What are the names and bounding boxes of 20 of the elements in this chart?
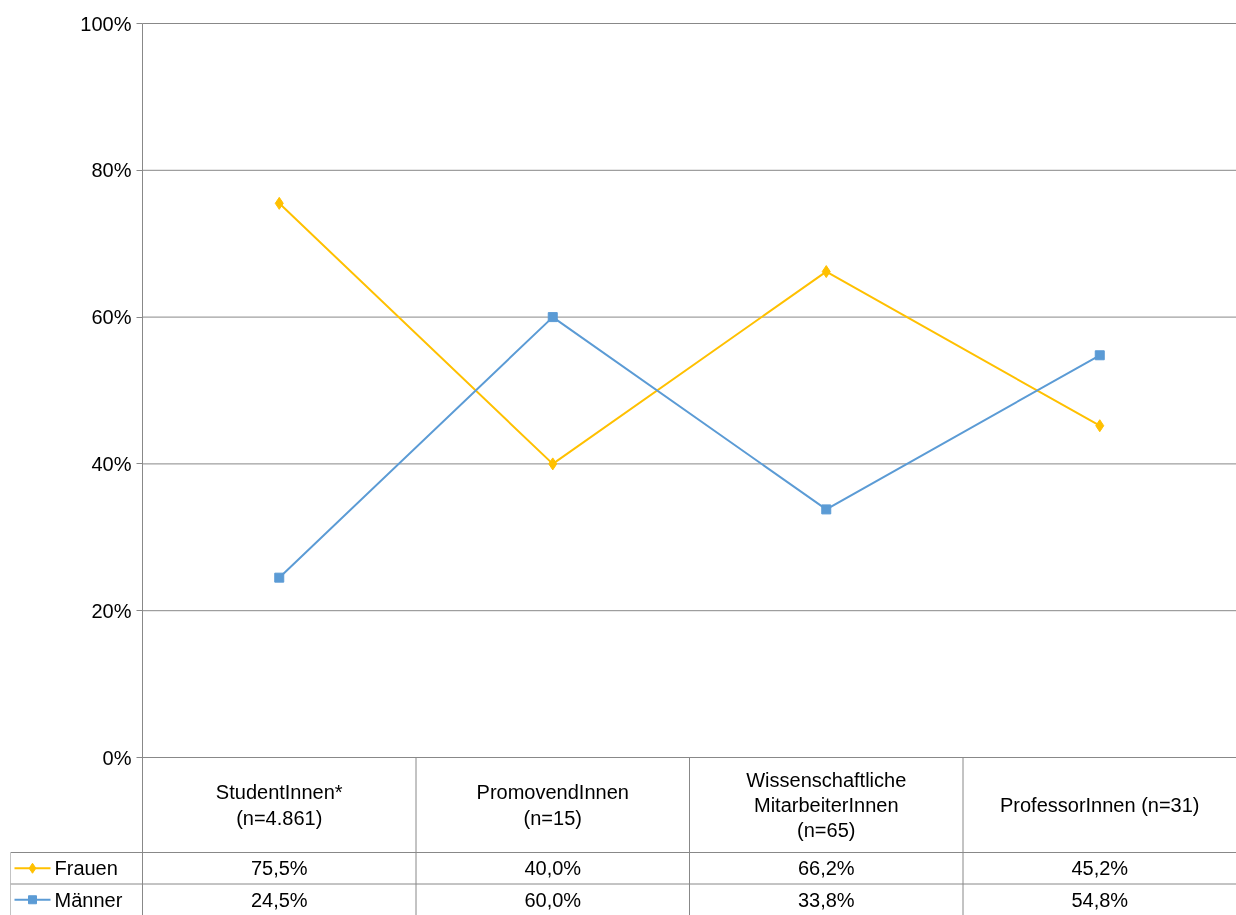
data-label: 33,8% [797, 888, 855, 911]
data-label: 45,2% [1071, 857, 1129, 880]
legend-label: Frauen [54, 857, 118, 880]
y-tick-label: 60% [91, 306, 132, 329]
data-label: 60,0% [524, 888, 582, 911]
x-tick-label: StudentInnen* (n=4.861) [215, 781, 343, 829]
legend-label: Männer [54, 888, 123, 911]
data-label: 54,8% [1071, 888, 1129, 911]
y-tick-label: 0% [102, 746, 132, 769]
data-label: 40,0% [524, 857, 582, 880]
data-label: 75,5% [250, 857, 308, 880]
data-label: 24,5% [250, 888, 308, 911]
data-label: 66,2% [797, 857, 855, 880]
y-tick-label: 40% [91, 452, 132, 475]
y-tick-label: 20% [91, 599, 132, 622]
y-tick-label: 80% [91, 159, 132, 182]
x-tick-label: PromovendInnen (n=15) [476, 781, 629, 829]
x-tick-label: Wissenschaftliche MitarbeiterInnen (n=65) [746, 768, 907, 842]
y-tick-label: 100% [80, 12, 132, 35]
x-tick-label: ProfessorInnen (n=31) [999, 794, 1200, 816]
